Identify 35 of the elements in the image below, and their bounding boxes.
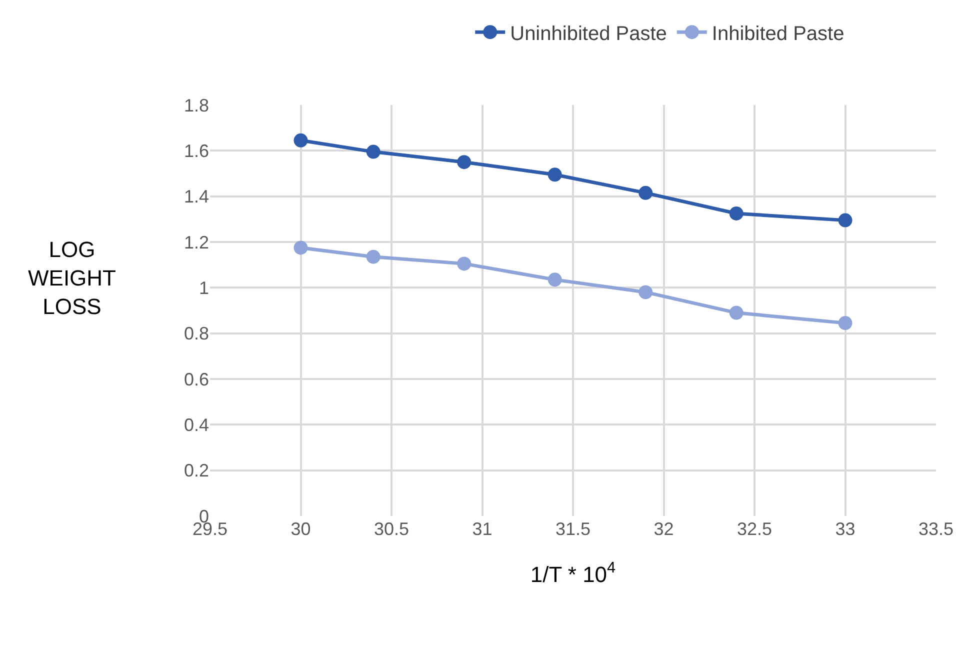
y-tick-label: 0.6 — [184, 369, 209, 390]
point — [729, 306, 744, 320]
y-axis-title: LOG WEIGHT LOSS — [28, 237, 116, 320]
x-tick-label: 33 — [835, 519, 856, 539]
point — [638, 186, 653, 200]
y-tick-label: 0.4 — [184, 414, 209, 435]
point — [548, 168, 562, 182]
point — [457, 256, 472, 271]
x-tick-label: 33.5 — [918, 519, 954, 539]
x-tick-label: 30.5 — [374, 519, 410, 539]
y-tick-label: 1.4 — [184, 186, 209, 207]
x-tick-label: 31.5 — [555, 519, 591, 539]
point — [366, 144, 380, 159]
x-axis-title: 1/T * 10$^{4}$ — [530, 560, 616, 587]
point — [294, 133, 308, 148]
point — [838, 213, 852, 228]
x-tick-label: 30 — [290, 519, 311, 539]
y-tick-label: 1.2 — [184, 232, 209, 252]
x-tick-label: 32 — [654, 519, 674, 539]
legend-label: Inhibited Paste — [712, 22, 844, 45]
point — [294, 240, 308, 255]
y-tick-label: 0.8 — [184, 324, 209, 344]
point — [638, 285, 653, 300]
legend-label: Uninhibited Paste — [510, 22, 667, 45]
point — [548, 272, 562, 287]
x-tick-label: 31 — [472, 519, 492, 539]
point — [366, 250, 380, 264]
x-tick-label: 32.5 — [736, 519, 772, 539]
y-tick-label: 1.8 — [184, 95, 209, 116]
point — [457, 155, 472, 170]
y-tick-label: 1 — [198, 278, 209, 298]
y-tick-label: 1.6 — [184, 140, 209, 161]
y-tick-label: 0.2 — [184, 460, 209, 481]
point — [729, 206, 744, 220]
point — [838, 316, 852, 330]
